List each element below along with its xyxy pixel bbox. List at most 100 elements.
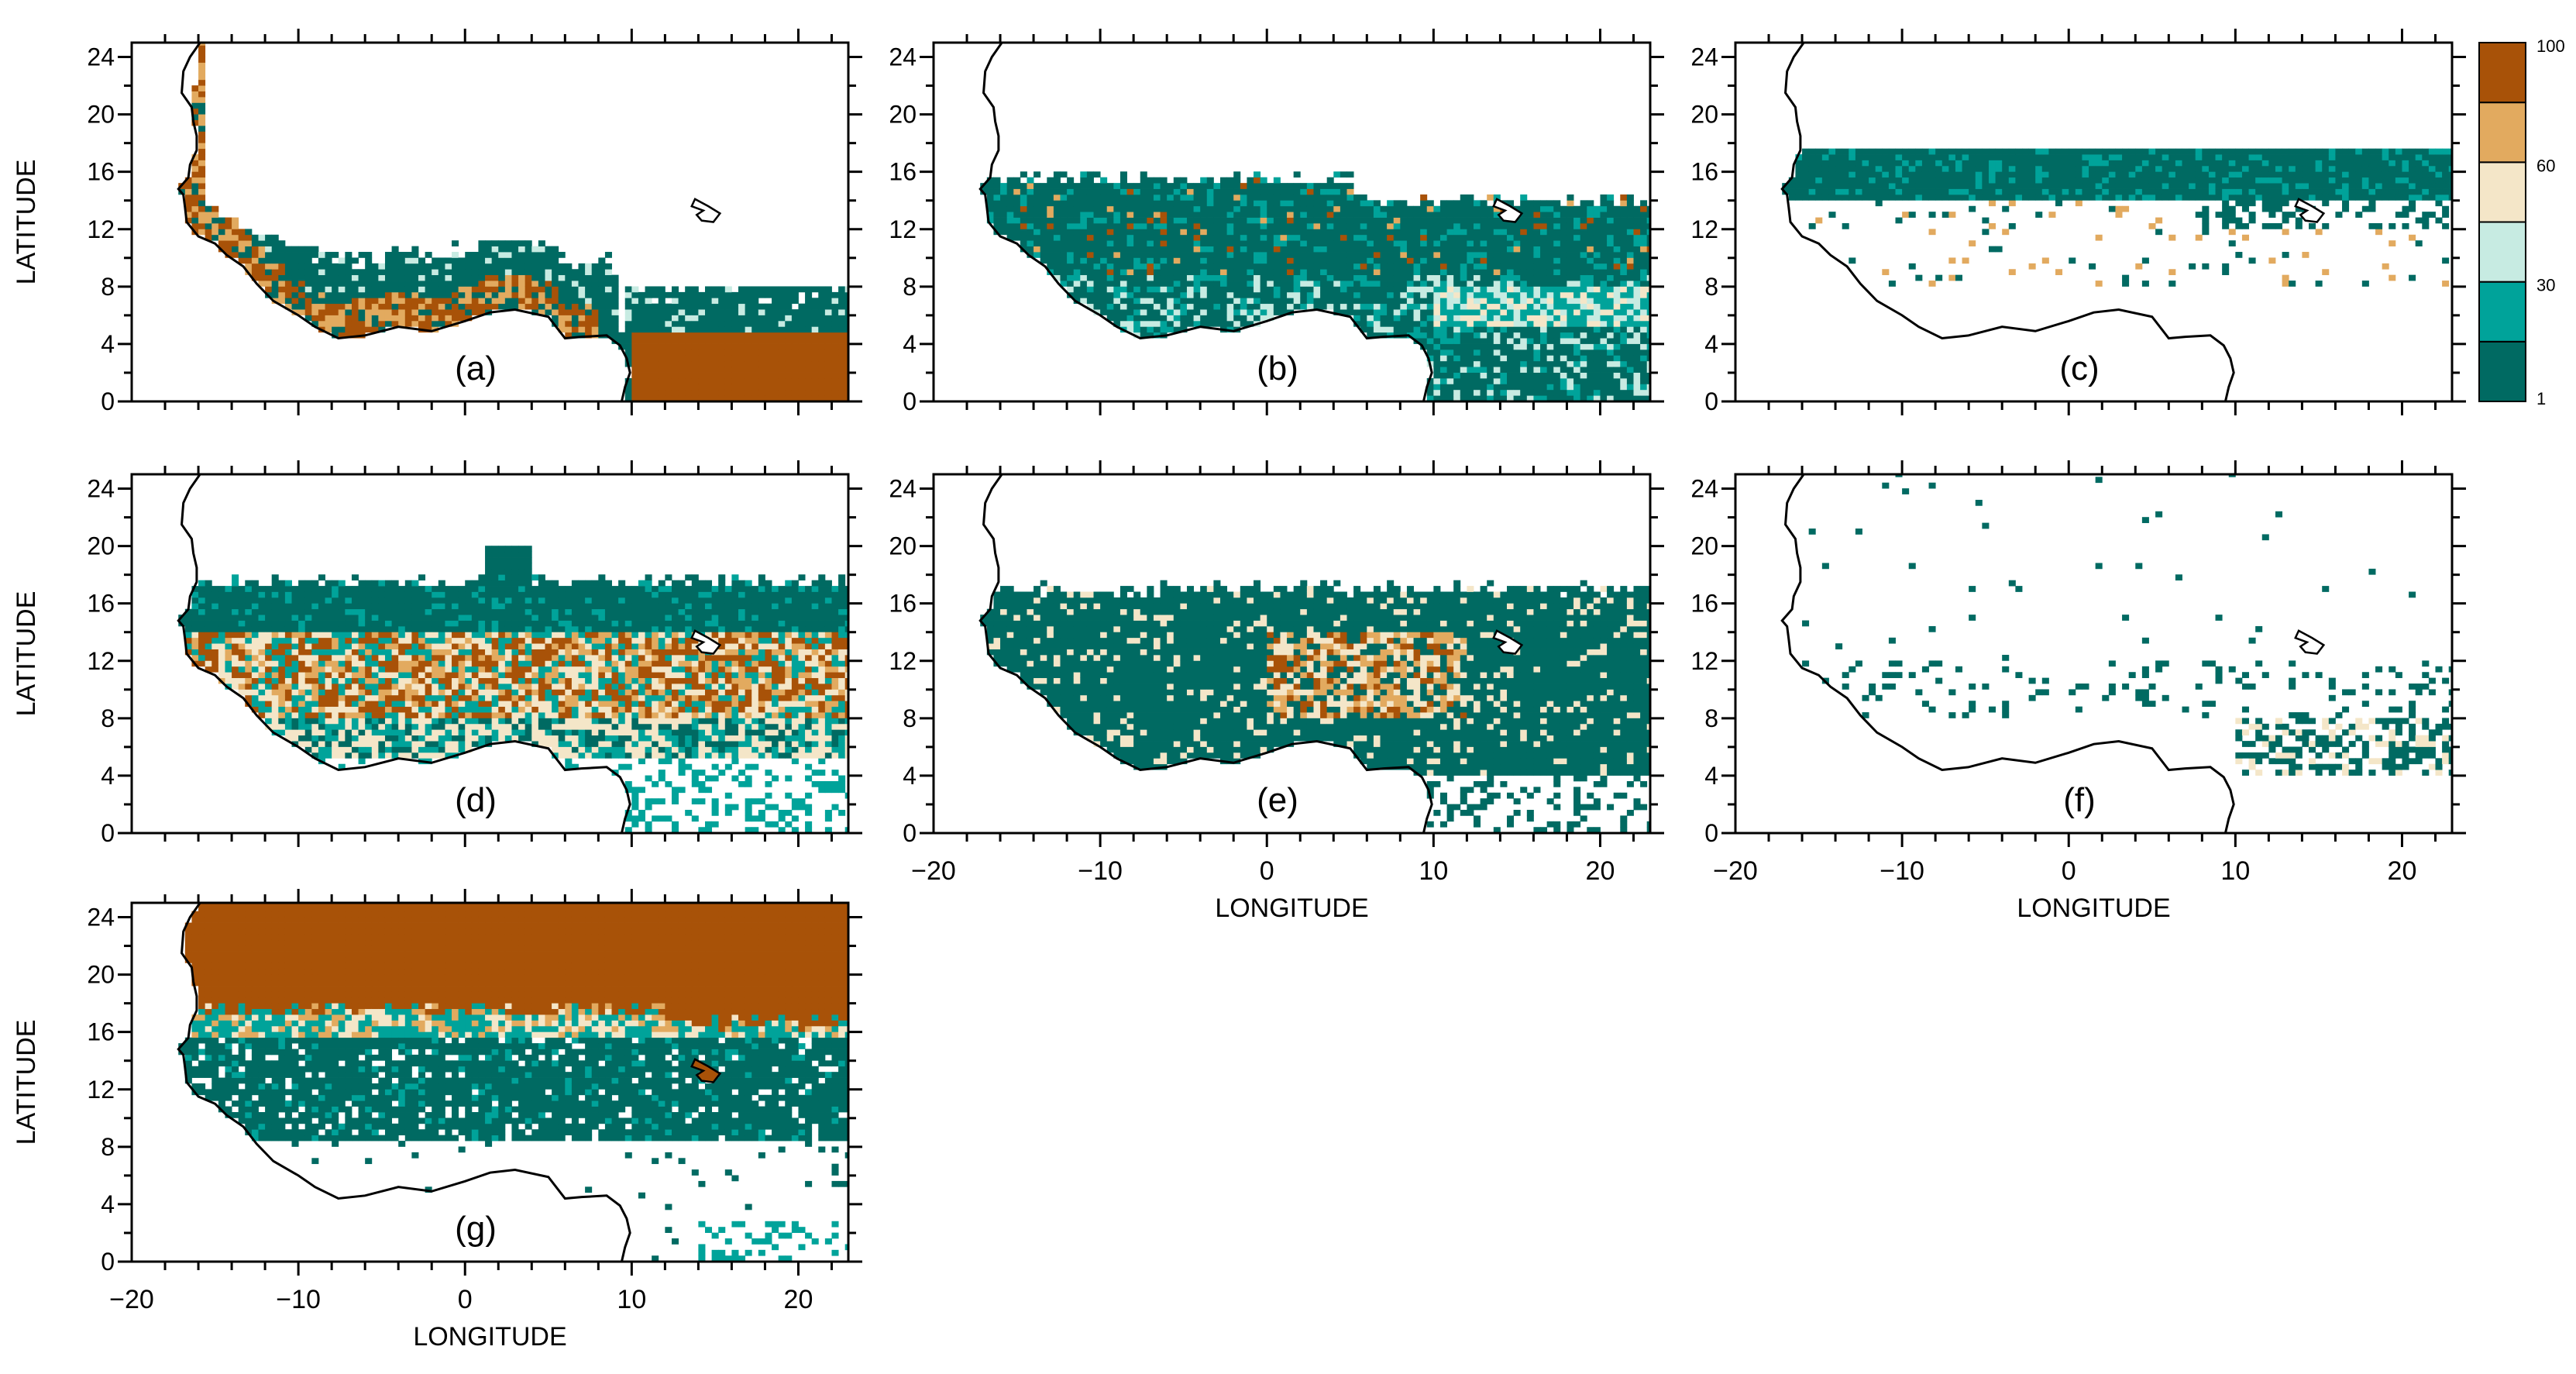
lat-tick-label: 8: [101, 273, 115, 301]
lat-tick-label: 12: [1690, 647, 1718, 675]
lat-tick-label: 20: [1690, 101, 1718, 129]
lat-tick-label: 0: [101, 1248, 115, 1276]
coastline: [178, 903, 630, 1262]
lat-tick-label: 16: [889, 158, 917, 186]
lat-tick-label: 12: [1690, 215, 1718, 243]
lon-tick-label: −10: [276, 1285, 321, 1314]
colorbar-label: 30: [2536, 276, 2555, 295]
data-field: [1802, 474, 2452, 776]
panel-frame: [130, 41, 850, 403]
lat-tick-label: 12: [889, 647, 917, 675]
colorbar-label: 100: [2536, 36, 2565, 56]
lat-tick-label: 20: [87, 961, 115, 989]
y-axis-label: LATITUDE: [12, 160, 41, 285]
data-field: [178, 903, 848, 1262]
lat-tick-label: 24: [87, 43, 115, 71]
lon-tick-label: 20: [2388, 856, 2417, 886]
map-panel-b: 0 4 8 12 16 20 24 (b): [889, 29, 1664, 415]
map-panel-g: 0 4 8 12 16 20 24 LATITUDE −20 −10 0 10 20 LONGITUDE (…: [12, 889, 862, 1352]
map-panel-a: 0 4 8 12 16 20 24 LATITUDE (a): [12, 29, 862, 415]
y-axis-label: LATITUDE: [12, 1020, 41, 1145]
data-field: [178, 43, 848, 401]
lat-tick-label: 12: [87, 1076, 115, 1104]
coastline: [178, 43, 630, 401]
lat-tick-label: 24: [87, 904, 115, 931]
x-axis-label: LONGITUDE: [2017, 894, 2170, 923]
panel-label: (d): [455, 781, 497, 819]
lat-tick-label: 16: [1690, 158, 1718, 186]
ticks: [1721, 29, 2466, 415]
x-axis-label: LONGITUDE: [413, 1322, 566, 1352]
map-panel-e: 0 4 8 12 16 20 24 −20 −10 0 10 20 LONGITUDE (e): [889, 460, 1664, 923]
colorbar-bin: [2478, 340, 2526, 403]
colorbar: 100 60 30 1: [2478, 36, 2565, 408]
lon-tick-label: −10: [1880, 856, 1924, 886]
data-field: [178, 546, 848, 833]
lon-tick-label: 20: [1586, 856, 1615, 886]
lon-tick-label: −20: [1713, 856, 1758, 886]
lat-tick-label: 0: [1704, 819, 1718, 847]
coastline: [980, 43, 1432, 401]
lat-tick-label: 16: [889, 590, 917, 618]
lon-tick-label: 10: [1419, 856, 1448, 886]
lat-tick-label: 4: [903, 330, 917, 358]
lake-chad: [692, 1059, 721, 1083]
coastline: [980, 474, 1432, 833]
coastline: [1782, 43, 2234, 401]
lake-chad: [2296, 199, 2324, 222]
lake-chad: [692, 199, 721, 222]
panel-frame: [932, 473, 1652, 835]
ticks: [118, 460, 862, 847]
colorbar-bin: [2478, 281, 2526, 343]
lat-tick-label: 20: [1690, 532, 1718, 560]
lat-tick-label: 16: [87, 1018, 115, 1046]
lat-tick-label: 16: [87, 590, 115, 618]
lat-tick-label: 20: [889, 532, 917, 560]
lat-tick-label: 4: [1704, 330, 1718, 358]
panel-label: (c): [2059, 350, 2099, 387]
panel-label: (a): [455, 350, 497, 387]
lat-tick-label: 12: [87, 215, 115, 243]
lon-tick-label: 0: [2062, 856, 2076, 886]
lat-tick-label: 24: [87, 475, 115, 503]
lat-tick-label: 24: [889, 43, 917, 71]
x-axis-label: LONGITUDE: [1215, 894, 1368, 923]
map-panel-d: 0 4 8 12 16 20 24 LATITUDE (d): [12, 460, 862, 847]
panel-frame: [932, 41, 1652, 403]
lake-chad: [1494, 631, 1522, 654]
ticks: [1721, 460, 2466, 847]
lake-chad: [1494, 199, 1522, 222]
map-panel-c: 0 4 8 12 16 20 24 (c): [1690, 29, 2466, 415]
lat-tick-label: 12: [87, 647, 115, 675]
panel-label: (g): [455, 1210, 497, 1248]
panel-label: (b): [1257, 350, 1298, 387]
lat-tick-label: 8: [903, 273, 917, 301]
colorbar-bin: [2478, 42, 2526, 104]
lake-chad: [2296, 631, 2324, 654]
colorbar-bin: [2478, 221, 2526, 283]
panel-frame: [130, 473, 850, 835]
lat-tick-label: 20: [889, 101, 917, 129]
lat-tick-label: 8: [903, 704, 917, 732]
lon-tick-label: 0: [1260, 856, 1274, 886]
lat-tick-label: 0: [101, 387, 115, 415]
lat-tick-label: 4: [101, 762, 115, 790]
panel-frame: [1734, 473, 2454, 835]
lat-tick-label: 20: [87, 532, 115, 560]
lat-tick-label: 24: [1690, 43, 1718, 71]
colorbar-bin: [2478, 102, 2526, 164]
lon-tick-label: 10: [2220, 856, 2250, 886]
panel-label: (e): [1257, 781, 1298, 819]
ticks: [920, 29, 1664, 415]
map-panel-f: 0 4 8 12 16 20 24 −20 −10 0 10 20 LONGITUDE (f): [1690, 460, 2466, 923]
lon-tick-label: −20: [109, 1285, 154, 1314]
coastline: [1782, 474, 2234, 833]
data-field: [980, 580, 1650, 833]
lat-tick-label: 16: [1690, 590, 1718, 618]
colorbar-label: 60: [2536, 156, 2555, 175]
lat-tick-label: 0: [903, 819, 917, 847]
lat-tick-label: 8: [101, 704, 115, 732]
panel-label: (f): [2063, 781, 2096, 819]
lat-tick-label: 24: [889, 475, 917, 503]
